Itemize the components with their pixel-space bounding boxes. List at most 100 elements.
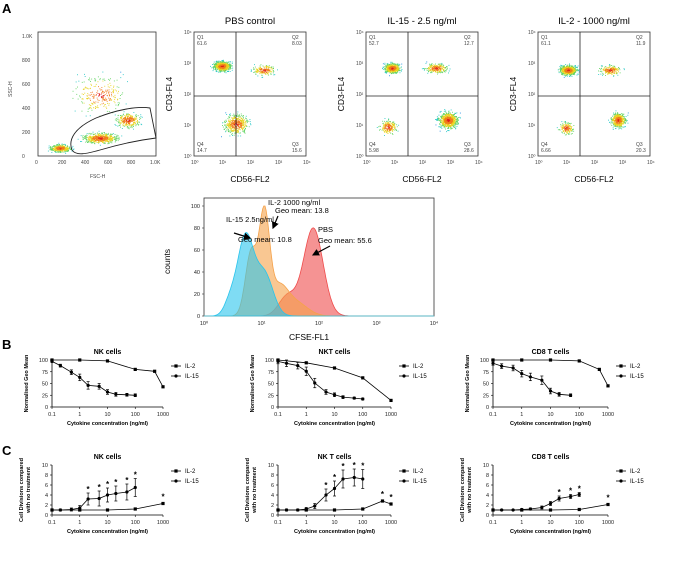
ytick-label: 0 — [271, 513, 274, 519]
flow-ylabel: CD3-FL4 — [336, 76, 346, 111]
point-il15 — [114, 491, 118, 496]
legend-marker-il2 — [402, 364, 406, 368]
legend-label-il2: IL-2 — [630, 469, 641, 475]
point-il15 — [97, 496, 101, 501]
histogram-ytick: 20 — [194, 292, 200, 298]
legend-marker-il2 — [619, 469, 623, 473]
point-il15 — [50, 508, 54, 512]
ytick-label: 25 — [42, 393, 48, 399]
quadrant-label: Q3 — [292, 142, 299, 148]
panel-label-c: C — [2, 443, 12, 458]
histogram-ytick: 80 — [194, 226, 200, 232]
point-il15 — [341, 477, 345, 481]
xtick-label: 1 — [520, 520, 523, 526]
point-il2 — [389, 502, 393, 506]
quadrant-label: Q4 — [369, 142, 376, 148]
xtick-label: 1000 — [385, 412, 397, 418]
quadrant-value: 12.7 — [464, 41, 474, 47]
point-il15 — [69, 370, 73, 374]
point-il15 — [500, 364, 504, 368]
point-il2 — [548, 358, 553, 362]
significance-star: * — [125, 476, 129, 485]
significance-star: * — [341, 462, 345, 471]
point-il15 — [352, 396, 356, 400]
xtick-label: 10 — [547, 520, 553, 526]
fsc-ytick: 1.0K — [22, 34, 33, 40]
xtick-label: 0.1 — [274, 520, 282, 526]
flow-title: IL-2 - 1000 ng/ml — [558, 16, 630, 27]
chart-ylabel-line1: Cell Divisions compared — [245, 458, 251, 522]
quadrant-value: 6.66 — [541, 148, 551, 154]
flow-xtick: 10⁴ — [647, 160, 655, 166]
fsc-ytick: 0 — [22, 154, 25, 160]
histogram-annotations: IL-15 2.5ng/ml Geo mean: 10.8 IL-2 1000 ng… — [226, 198, 372, 256]
point-il15 — [133, 393, 137, 397]
point-il15 — [568, 494, 573, 499]
point-il15 — [324, 493, 328, 497]
ytick-label: 25 — [268, 393, 274, 399]
series-line-il-15 — [52, 487, 136, 511]
histogram-ytick: 60 — [194, 248, 200, 254]
flow-ytick: 10⁰ — [356, 154, 364, 160]
flow-xtick: 10² — [247, 160, 255, 166]
chart-xlabel: Cytokine concentration (ng/ml) — [510, 529, 591, 535]
ytick-label: 75 — [483, 370, 489, 376]
legend-label-il15: IL-15 — [185, 479, 199, 485]
point-il15 — [577, 492, 581, 497]
lymphocyte-gate — [70, 107, 157, 155]
ytick-label: 0 — [45, 405, 48, 411]
significance-star: * — [606, 494, 610, 503]
xtick-label: 1000 — [157, 412, 169, 418]
quadrant-label: Q4 — [541, 142, 548, 148]
chart-xlabel: Cytokine concentration (ng/ml) — [294, 421, 375, 427]
ytick-label: 0 — [486, 513, 489, 519]
flow-xtick: 10² — [591, 160, 599, 166]
significance-star: * — [578, 485, 582, 494]
point-il15 — [125, 490, 129, 494]
series-line-il-15 — [277, 361, 363, 400]
point-il2 — [577, 507, 581, 512]
quadrant-label: Q3 — [464, 142, 471, 148]
quadrant-label: Q1 — [369, 35, 376, 41]
point-il15 — [540, 505, 544, 510]
point-il2 — [332, 366, 337, 370]
point-il15 — [528, 507, 533, 511]
annotation-geo-mean: Geo mean: 13.8 — [275, 206, 329, 215]
quadrant-value: 52.7 — [369, 41, 379, 47]
legend-marker-il15 — [619, 479, 623, 483]
flow-title: PBS control — [225, 16, 275, 27]
point-il15 — [86, 497, 90, 501]
legend-marker-il2 — [402, 469, 406, 473]
legend-marker-il2 — [619, 364, 623, 368]
ytick-label: 0 — [486, 405, 489, 411]
chart-ylabel: Normalised Geo Mean — [24, 354, 30, 412]
quadrant-value: 11.9 — [636, 41, 646, 47]
point-il15 — [58, 508, 62, 512]
chart-title: NK cells — [94, 349, 122, 356]
point-il2 — [548, 508, 553, 512]
legend-label-il2: IL-2 — [413, 469, 424, 475]
point-il15 — [332, 486, 337, 491]
ytick-label: 6 — [271, 483, 274, 489]
point-il2 — [606, 384, 610, 388]
quadrant-label: Q2 — [292, 35, 299, 41]
annotation-label: IL-15 2.5ng/ml — [226, 215, 274, 224]
xtick-label: 1000 — [385, 520, 397, 526]
point-il15 — [540, 378, 544, 382]
xtick-label: 10 — [331, 520, 337, 526]
point-il15 — [304, 369, 308, 373]
legend-marker-il15 — [174, 374, 178, 378]
significance-star: * — [134, 471, 138, 480]
annotation-label: IL-2 1000 ng/ml — [268, 198, 320, 207]
flow-xlabel: CD56-FL2 — [402, 174, 441, 184]
flow-ytick: 10³ — [184, 61, 192, 67]
chart-5: 0 2 4 6 8 10 0.1 1 10 100 1000 NK T cells Cytokine c… — [245, 454, 427, 535]
histogram-xtick: 10⁴ — [430, 320, 439, 327]
legend-marker-il15 — [402, 479, 406, 483]
legend-label-il2: IL-2 — [185, 469, 196, 475]
quadrant-value: 61.6 — [197, 41, 207, 47]
legend-label-il15: IL-15 — [413, 374, 427, 380]
point-il2 — [389, 398, 393, 403]
